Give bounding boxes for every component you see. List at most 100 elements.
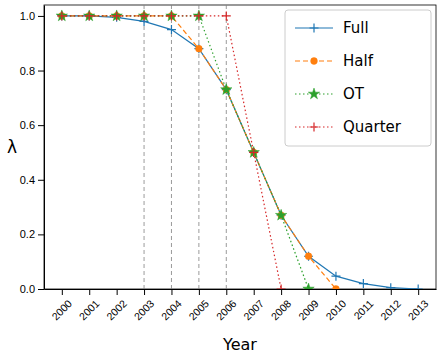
series-marker [56, 10, 67, 21]
y-tick: 0.6 [20, 119, 44, 131]
x-tick: 2006 [214, 289, 239, 322]
series-marker [84, 10, 95, 21]
y-tick: 0.4 [20, 174, 44, 186]
x-tick-mark [199, 289, 200, 295]
series-marker [222, 11, 231, 20]
legend-marker [310, 24, 319, 33]
x-tick-label: 2001 [77, 297, 102, 322]
series-marker [193, 10, 204, 21]
x-tick-label: 2006 [214, 297, 239, 322]
series-marker [277, 285, 286, 290]
y-tick-label: 0.6 [20, 119, 35, 131]
x-tick: 2005 [186, 289, 211, 322]
x-tick-label: 2009 [296, 297, 321, 322]
y-tick: 0.0 [20, 283, 44, 295]
x-tick: 2008 [268, 289, 293, 322]
x-tick-mark [254, 289, 255, 295]
legend-item: Quarter [295, 118, 402, 136]
x-tick-mark [89, 289, 90, 295]
y-tick: 0.8 [20, 65, 44, 77]
series-marker [249, 148, 258, 157]
x-axis-line [45, 289, 437, 290]
series-marker [166, 10, 177, 21]
legend-marker [308, 88, 319, 99]
y-tick-mark [38, 180, 44, 181]
x-tick-label: 2007 [241, 297, 266, 322]
series-marker [167, 11, 176, 20]
x-tick-mark [62, 289, 63, 295]
legend-item: Half [295, 52, 374, 70]
x-tick-label: 2004 [159, 297, 184, 322]
y-axis: 0.0 0.2 0.4 0.6 0.8 1.0 [20, 6, 45, 296]
x-tick-mark [336, 289, 337, 295]
series-marker [303, 283, 314, 289]
x-tick-label: 2008 [268, 297, 293, 322]
chart: 2000200120022003200420052006200720082009… [0, 0, 438, 354]
x-tick-mark [226, 289, 227, 295]
legend-box [285, 10, 431, 146]
x-tick: 2009 [296, 289, 321, 322]
series-marker [112, 11, 121, 20]
series-marker [386, 283, 395, 289]
y-tick-mark [38, 125, 44, 126]
legend-marker [310, 123, 319, 132]
y-tick-mark [38, 16, 44, 17]
x-tick-mark [363, 289, 364, 295]
series-marker [333, 286, 340, 289]
x-tick-label: 2005 [186, 297, 211, 322]
series-marker [359, 279, 368, 288]
x-tick-label: 2010 [323, 297, 348, 322]
x-tick-mark [144, 289, 145, 295]
x-tick-label: 2013 [405, 297, 430, 322]
series-marker [194, 11, 203, 20]
x-tick: 2003 [131, 289, 156, 322]
x-tick-label: 2002 [104, 297, 129, 322]
legend-item: Full [295, 19, 369, 37]
x-tick-mark [391, 289, 392, 295]
legend-label: OT [343, 85, 365, 103]
y-axis-title: λ [7, 137, 17, 157]
x-tick: 2000 [49, 289, 74, 322]
y-tick-mark [38, 234, 44, 235]
x-tick-mark [171, 289, 172, 295]
series-marker [85, 11, 94, 20]
x-tick: 2001 [77, 289, 102, 322]
x-axis-title: Year [222, 335, 257, 354]
x-tick-label: 2003 [131, 297, 156, 322]
x-axis: 2000200120022003200420052006200720082009… [45, 289, 437, 322]
series-marker [275, 209, 286, 220]
legend-marker [311, 58, 318, 65]
y-tick: 0.2 [20, 228, 44, 240]
series-marker [138, 10, 149, 21]
series-line [62, 16, 281, 289]
x-tick: 2012 [378, 289, 403, 322]
x-tick-mark [117, 289, 118, 295]
x-tick: 2013 [405, 289, 430, 322]
y-tick: 1.0 [20, 10, 44, 22]
x-tick: 2002 [104, 289, 129, 322]
x-tick-mark [418, 289, 419, 295]
y-tick-mark [38, 71, 44, 72]
series-line [62, 16, 309, 289]
legend-item: OT [295, 85, 365, 103]
plot-frame [44, 5, 436, 289]
y-tick-label: 0.0 [20, 283, 35, 295]
x-tick-mark [309, 289, 310, 295]
legend: Full Half OT Quarter [285, 10, 431, 146]
series-marker [195, 45, 202, 52]
y-tick-label: 1.0 [20, 10, 35, 22]
series-marker [331, 272, 340, 281]
legend-label: Half [343, 52, 374, 70]
x-tick: 2007 [241, 289, 266, 322]
series-marker [305, 253, 312, 260]
x-tick: 2004 [159, 289, 184, 322]
y-tick-mark [38, 289, 44, 290]
legend-label: Full [343, 19, 369, 37]
legend-label: Quarter [343, 118, 402, 136]
series-marker [57, 11, 66, 20]
x-tick-label: 2000 [49, 297, 74, 322]
vertical-line [226, 5, 227, 289]
x-tick-label: 2012 [378, 297, 403, 322]
series-line [62, 16, 418, 289]
series-marker [140, 11, 149, 20]
